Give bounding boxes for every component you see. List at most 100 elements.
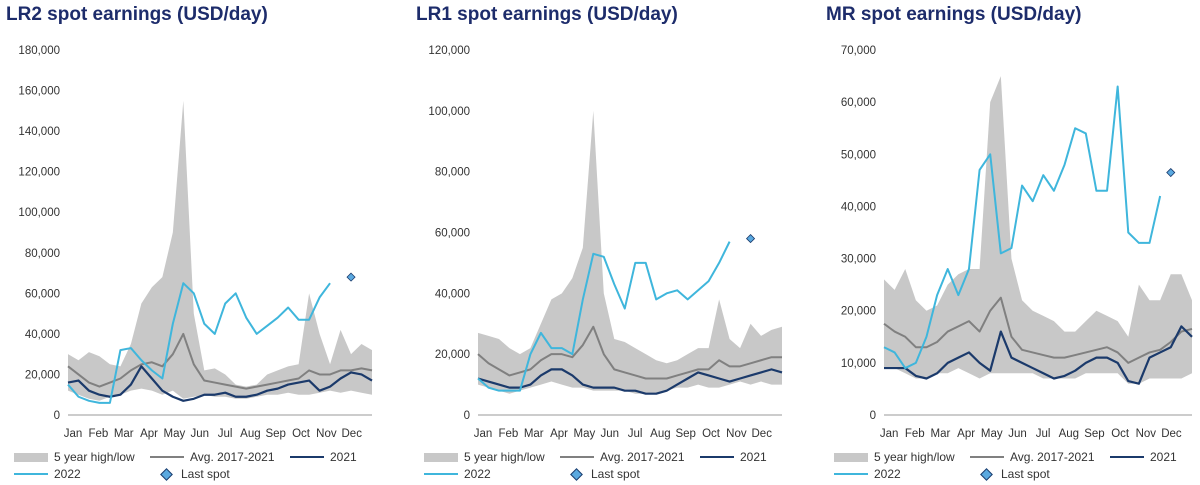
x-tick-label: Sep: [265, 428, 285, 440]
last-spot-swatch: [160, 467, 173, 481]
y-tick-label: 0: [464, 410, 470, 422]
x-tick-label: Jun: [190, 428, 209, 440]
legend-label: 5 year high/low: [874, 450, 955, 464]
series-line-2022: [67, 282, 331, 404]
y-tick-label: 60,000: [435, 228, 470, 240]
y2022-swatch: [14, 473, 48, 475]
x-tick-label: Aug: [650, 428, 670, 440]
x-tick-label: Apr: [140, 428, 158, 440]
x-tick-label: Oct: [292, 428, 311, 440]
y2021-swatch: [1110, 456, 1144, 458]
x-tick-label: Mar: [931, 428, 951, 440]
series-line-avg: [67, 332, 373, 390]
y-tick-label: 100,000: [428, 106, 470, 118]
legend: 5 year high/low Avg. 2017-2021 2021 2022…: [0, 448, 400, 484]
series-line-2021: [67, 365, 373, 402]
legend-item-last: Last spot: [150, 467, 230, 481]
y-tick-label: 0: [870, 410, 876, 422]
band-swatch: [834, 452, 868, 462]
y2022-swatch: [424, 473, 458, 475]
y-tick-label: 120,000: [18, 167, 60, 179]
y-tick-label: 20,000: [841, 306, 876, 318]
x-tick-label: Jun: [600, 428, 619, 440]
last-spot-marker: [346, 272, 356, 282]
legend-label: 2022: [54, 467, 81, 481]
last-spot-swatch: [570, 467, 583, 481]
y-tick-label: 60,000: [841, 97, 876, 109]
band-swatch: [424, 452, 458, 462]
x-tick-label: Aug: [240, 428, 260, 440]
legend-label: Avg. 2017-2021: [190, 450, 275, 464]
band-high-low-area: [884, 76, 1192, 384]
y-tick-label: 40,000: [841, 201, 876, 213]
x-tick-label: Aug: [1059, 428, 1079, 440]
x-tick-label: Mar: [524, 428, 544, 440]
legend-label: Avg. 2017-2021: [1010, 450, 1095, 464]
x-tick-label: Jan: [880, 428, 899, 440]
series-line-2021: [884, 325, 1193, 385]
legend-label: Avg. 2017-2021: [600, 450, 685, 464]
y2021-swatch: [290, 456, 324, 458]
x-tick-label: Nov: [1136, 428, 1157, 440]
legend-item-avg: Avg. 2017-2021: [150, 450, 275, 464]
y-tick-label: 20,000: [25, 369, 60, 381]
avg-swatch: [150, 456, 184, 458]
legend-item-2021: 2021: [1110, 450, 1177, 464]
y-tick-label: 180,000: [18, 45, 60, 57]
avg-swatch: [970, 456, 1004, 458]
y-tick-label: 10,000: [841, 358, 876, 370]
series-line-avg: [883, 296, 1193, 364]
y2021-swatch: [700, 456, 734, 458]
chart-title: LR2 spot earnings (USD/day): [6, 4, 268, 25]
legend-item-2022: 2022: [834, 467, 901, 481]
y-tick-label: 70,000: [841, 45, 876, 57]
y2022-swatch: [834, 473, 868, 475]
lr1-panel: LR1 spot earnings (USD/day) 0 20,000 40,00…: [410, 0, 810, 485]
legend-item-last: Last spot: [560, 467, 640, 481]
y-tick-label: 20,000: [435, 349, 470, 361]
x-tick-label: Sep: [1084, 428, 1104, 440]
y-tick-label: 40,000: [435, 288, 470, 300]
y-tick-label: 100,000: [18, 207, 60, 219]
x-tick-label: May: [164, 428, 186, 440]
x-tick-label: Jan: [64, 428, 83, 440]
series-line-2021: [477, 368, 783, 395]
mr-chart: 0 10,000 20,000 30,000 40,000 50,000 60,000 70,…: [841, 45, 1193, 440]
x-tick-label: Dec: [752, 428, 773, 440]
x-tick-label: Jul: [628, 428, 643, 440]
legend-item-avg: Avg. 2017-2021: [560, 450, 685, 464]
x-tick-label: May: [981, 428, 1003, 440]
lr2-chart: 0 20,000 40,000 60,000 80,000 100,000 120,000 1…: [18, 45, 373, 440]
y-tick-label: 60,000: [25, 288, 60, 300]
y-tick-label: 40,000: [25, 329, 60, 341]
y-tick-label: 30,000: [841, 254, 876, 266]
y-tick-label: 160,000: [18, 86, 60, 98]
y-tick-label: 80,000: [25, 248, 60, 260]
x-tick-label: Dec: [342, 428, 363, 440]
lr2-panel: LR2 spot earnings (USD/day) 0 20,000 40,00…: [0, 0, 400, 485]
legend-item-2021: 2021: [290, 450, 357, 464]
x-tick-label: Jan: [474, 428, 493, 440]
x-tick-label: Nov: [316, 428, 337, 440]
x-tick-label: Feb: [88, 428, 108, 440]
x-tick-label: Oct: [1111, 428, 1130, 440]
legend-label: 2022: [874, 467, 901, 481]
series-line-2022: [477, 241, 731, 392]
legend-item-band: 5 year high/low: [14, 450, 135, 464]
x-tick-label: Apr: [550, 428, 568, 440]
legend-item-2021: 2021: [700, 450, 767, 464]
legend-label: Last spot: [1001, 467, 1050, 481]
chart-title: MR spot earnings (USD/day): [826, 4, 1082, 25]
y-tick-label: 80,000: [435, 167, 470, 179]
band-high-low-area: [68, 100, 372, 401]
x-tick-label: Mar: [114, 428, 134, 440]
legend-label: 2022: [464, 467, 491, 481]
x-tick-label: Apr: [957, 428, 975, 440]
legend-label: Last spot: [591, 467, 640, 481]
x-tick-label: Jun: [1008, 428, 1027, 440]
legend: 5 year high/low Avg. 2017-2021 2021 2022…: [410, 448, 810, 484]
legend-label: Last spot: [181, 467, 230, 481]
legend: 5 year high/low Avg. 2017-2021 2021 2022…: [820, 448, 1200, 484]
avg-swatch: [560, 456, 594, 458]
legend-label: 2021: [330, 450, 357, 464]
